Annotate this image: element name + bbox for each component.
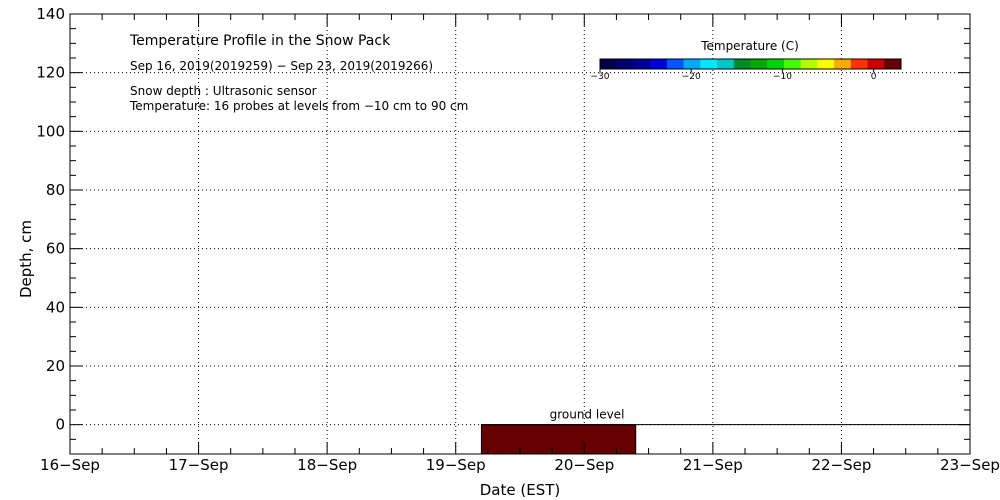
colorbar-swatch xyxy=(867,59,885,69)
x-tick-label: 19−Sep xyxy=(426,456,486,474)
colorbar-swatch xyxy=(600,59,618,69)
temperature-cells xyxy=(480,424,637,455)
x-tick-label: 21−Sep xyxy=(683,456,743,474)
y-tick-label: 80 xyxy=(46,181,65,199)
chart-title: Temperature Profile in the Snow Pack xyxy=(129,33,391,49)
x-tick-label: 17−Sep xyxy=(169,456,229,474)
ground-level-label: ground level xyxy=(550,408,625,422)
colorbar-swatches xyxy=(600,59,902,69)
y-tick-labels: 0 20 40 60 80 100 120 140 xyxy=(36,5,65,434)
colorbar-swatch xyxy=(800,59,818,69)
temperature-cell xyxy=(480,424,637,455)
colorbar-swatch xyxy=(666,59,685,69)
colorbar-swatch xyxy=(717,59,735,69)
x-tick-labels: 16−Sep 17−Sep 18−Sep 19−Sep 20−Sep 21−Sep 22−S… xyxy=(40,456,1000,474)
y-axis-title: Depth, cm xyxy=(17,220,35,298)
colorbar-tick-label: −30 xyxy=(591,72,610,82)
colorbar-swatch xyxy=(850,59,869,69)
y-tick-label: 60 xyxy=(46,240,65,258)
x-axis-title: Date (EST) xyxy=(480,481,561,499)
grid-layer xyxy=(70,14,970,454)
ground-marker: ground level xyxy=(481,408,970,426)
colorbar-swatch xyxy=(834,59,852,69)
x-tick-label: 16−Sep xyxy=(40,456,100,474)
x-tick-label: 18−Sep xyxy=(297,456,357,474)
colorbar-swatch xyxy=(683,59,701,69)
x-tick-label: 20−Sep xyxy=(554,456,614,474)
x-tick-label: 23−Sep xyxy=(940,456,1000,474)
plot-frame xyxy=(69,13,971,455)
colorbar-tick-label: −10 xyxy=(773,72,792,82)
colorbar: Temperature (C) −30 −20 −10 0 xyxy=(591,39,902,82)
temperature-annotation: Temperature: 16 probes at levels from −1… xyxy=(129,99,468,113)
colorbar-swatch xyxy=(616,59,634,69)
colorbar-swatch xyxy=(633,59,651,69)
axis-ticks xyxy=(69,13,971,455)
colorbar-swatch xyxy=(817,59,835,69)
snow-depth-annotation: Snow depth : Ultrasonic sensor xyxy=(130,84,317,98)
colorbar-frame xyxy=(599,58,902,70)
x-tick-label: 22−Sep xyxy=(811,456,871,474)
colorbar-ticks: −30 −20 −10 0 xyxy=(591,69,877,82)
y-tick-label: 100 xyxy=(36,122,65,140)
y-tick-label: 40 xyxy=(46,298,65,316)
colorbar-swatch xyxy=(700,59,718,69)
colorbar-swatch xyxy=(750,59,768,69)
colorbar-swatch xyxy=(783,59,802,69)
y-tick-label: 0 xyxy=(55,416,65,434)
y-tick-label: 140 xyxy=(36,5,65,23)
colorbar-swatch xyxy=(650,59,668,69)
y-tick-label: 120 xyxy=(36,64,65,82)
colorbar-tick-label: −20 xyxy=(682,72,701,82)
colorbar-tick-label: 0 xyxy=(871,72,877,82)
y-tick-label: 20 xyxy=(46,357,65,375)
colorbar-title: Temperature (C) xyxy=(700,39,799,53)
colorbar-swatch xyxy=(884,59,902,69)
chart-subtitle: Sep 16, 2019(2019259) − Sep 23, 2019(201… xyxy=(130,59,433,73)
colorbar-swatch xyxy=(733,59,751,69)
colorbar-swatch xyxy=(767,59,785,69)
